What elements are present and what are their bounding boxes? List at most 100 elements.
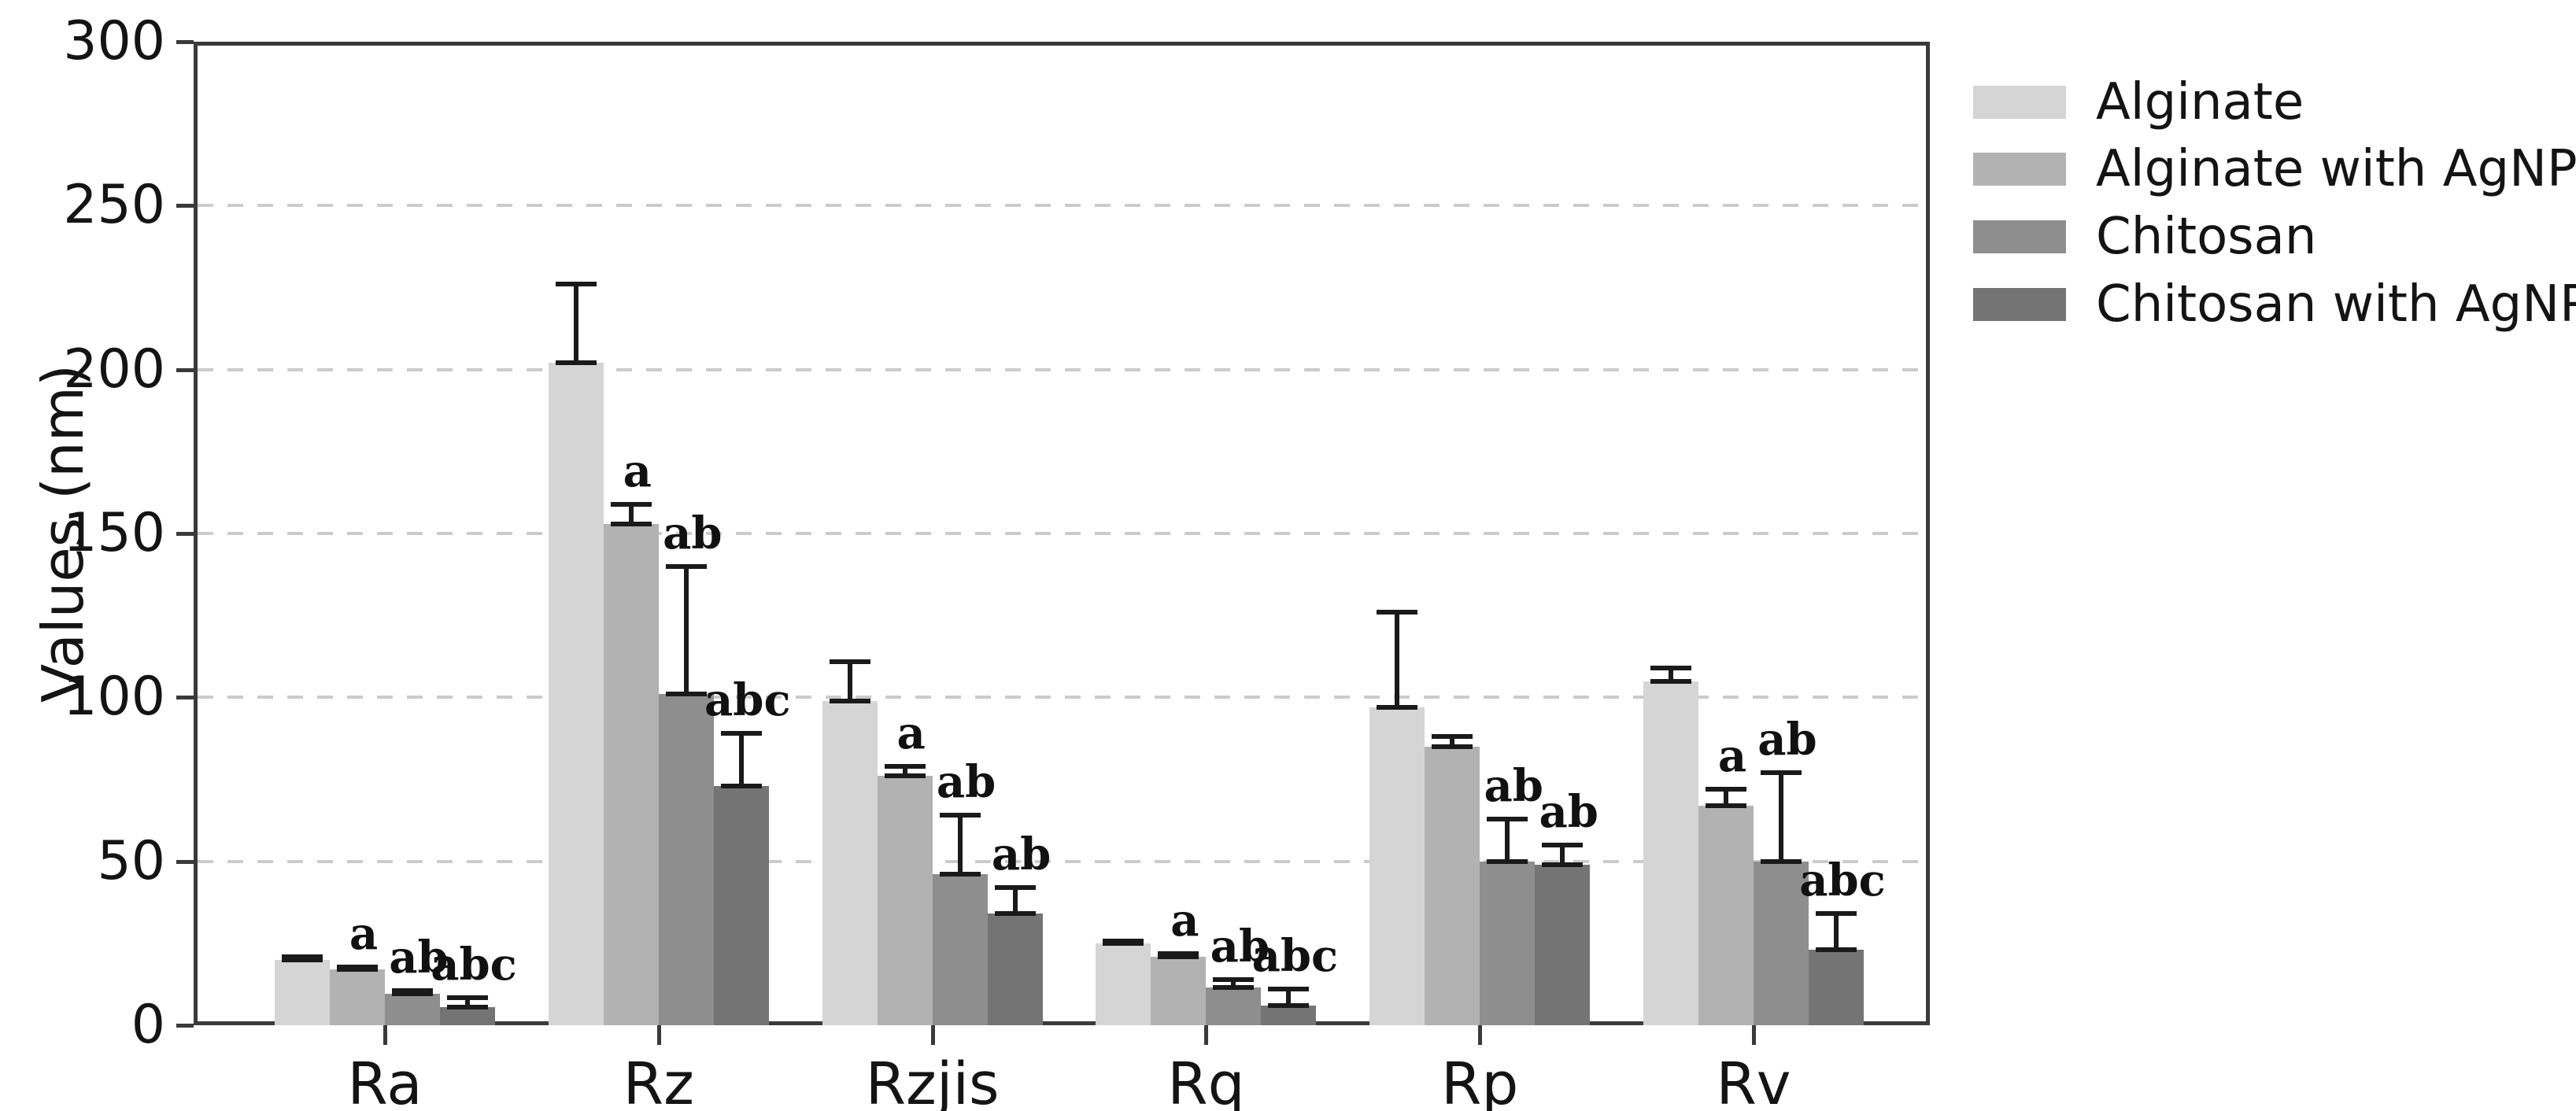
error-bar-cap-bottom [829,698,870,703]
significance-label: ab [389,932,449,984]
error-bar-cap-top [1542,842,1584,847]
error-bar [957,815,963,875]
bar-Rp-chitosan-with-agnp [1535,864,1591,1025]
error-bar-cap-bottom [1432,744,1473,749]
error-bar-cap-top [1650,665,1691,670]
error-bar-cap-top [1103,938,1144,943]
bar-Ra-alginate [275,959,330,1025]
error-bar-cap-top [720,731,762,736]
x-tick-label-Rv: Rv [1716,1050,1791,1111]
error-bar [1834,914,1839,950]
error-bar-cap-bottom [939,872,981,877]
error-bar [1560,844,1565,865]
legend-label: Alginate with AgNP [2096,140,2576,198]
error-bar-cap-top [1487,816,1528,821]
y-tick-mark-250 [176,204,194,209]
error-bar-cap-top [994,885,1036,890]
error-bar [1779,773,1783,862]
significance-label: a [349,907,379,960]
significance-label: ab [663,507,723,559]
y-tick-label-150: 150 [63,502,165,564]
bar-Rq-alginate [1096,943,1151,1025]
error-bar-cap-bottom [994,911,1036,917]
x-tick-mark-Rzjis [930,1025,935,1045]
error-bar-cap-bottom [392,991,433,997]
error-bar [1669,667,1673,681]
error-bar-cap-bottom [1158,954,1199,959]
bar-Ra-alginate-with-agnp [330,969,385,1025]
gridline-250 [198,204,1926,208]
bar-Rz-alginate [548,363,604,1025]
error-bar [847,661,852,701]
bar-Rzjis-alginate [822,700,878,1025]
legend-swatch-alginate [1973,86,2066,119]
error-bar [628,504,634,524]
bar-Rz-chitosan [658,694,714,1025]
bar-Rv-alginate-with-agnp [1698,805,1754,1025]
error-bar-cap-top [392,988,433,994]
y-tick-label-200: 200 [63,338,165,400]
x-tick-label-Rz: Rz [623,1050,694,1111]
error-bar-cap-bottom [1103,940,1144,946]
y-tick-mark-150 [176,532,194,536]
gridline-100 [198,696,1926,699]
error-bar-cap-top [337,964,378,969]
x-tick-mark-Rv [1752,1025,1756,1045]
error-bar [573,284,578,364]
error-bar-cap-bottom [1542,862,1584,867]
error-bar-cap-bottom [1268,1003,1310,1008]
x-tick-mark-Rq [1204,1025,1209,1045]
y-tick-mark-300 [176,40,194,44]
error-bar [1395,612,1400,707]
significance-label: abc [431,938,517,991]
error-bar-cap-bottom [610,521,652,526]
significance-label: abc [1799,854,1886,907]
error-bar-cap-bottom [447,1005,488,1010]
significance-label: a [1717,730,1747,782]
significance-label: a [896,707,926,759]
y-tick-label-100: 100 [63,666,165,729]
error-bar-cap-top [555,282,597,287]
bar-Rv-alginate [1643,681,1698,1025]
x-tick-label-Ra: Ra [347,1050,423,1111]
error-bar-cap-top [939,813,981,818]
significance-label: abc [1251,930,1339,983]
error-bar-cap-top [665,563,707,569]
error-bar-cap-top [282,954,323,960]
significance-label: abc [704,674,791,727]
bar-Rq-chitosan [1206,987,1262,1025]
error-bar-cap-bottom [1213,985,1255,991]
error-bar-cap-top [610,501,652,507]
y-tick-mark-100 [176,696,194,700]
legend-label: Alginate [2096,73,2304,131]
error-bar-cap-bottom [720,783,762,788]
significance-label: a [1170,895,1199,947]
bar-Rq-chitosan-with-agnp [1261,1006,1317,1025]
error-bar-cap-top [1761,770,1802,776]
error-bar-cap-bottom [555,360,597,366]
error-bar-cap-bottom [1377,704,1418,710]
error-bar-cap-bottom [1706,803,1746,808]
error-bar-cap-top [447,995,488,1000]
bar-Rzjis-alginate-with-agnp [877,776,933,1025]
legend-label: Chitosan [2096,208,2317,266]
y-tick-label-250: 250 [63,174,165,237]
bar-Rp-chitosan [1480,861,1536,1025]
error-bar-cap-top [1158,951,1199,957]
error-bar-cap-bottom [1816,947,1857,953]
error-bar-cap-top [1432,734,1473,740]
bar-Rp-alginate [1369,707,1425,1025]
error-bar-cap-bottom [1487,858,1528,864]
error-bar-cap-top [1706,787,1746,792]
gridline-50 [198,859,1926,863]
significance-label: ab [991,829,1051,880]
error-bar [738,733,744,786]
x-tick-mark-Rz [656,1025,661,1045]
error-bar-cap-top [1816,911,1857,917]
error-bar-cap-top [884,763,926,769]
y-tick-label-300: 300 [63,10,165,72]
error-bar-cap-bottom [884,773,926,779]
x-tick-label-Rp: Rp [1440,1050,1519,1111]
error-bar-cap-bottom [282,957,323,962]
